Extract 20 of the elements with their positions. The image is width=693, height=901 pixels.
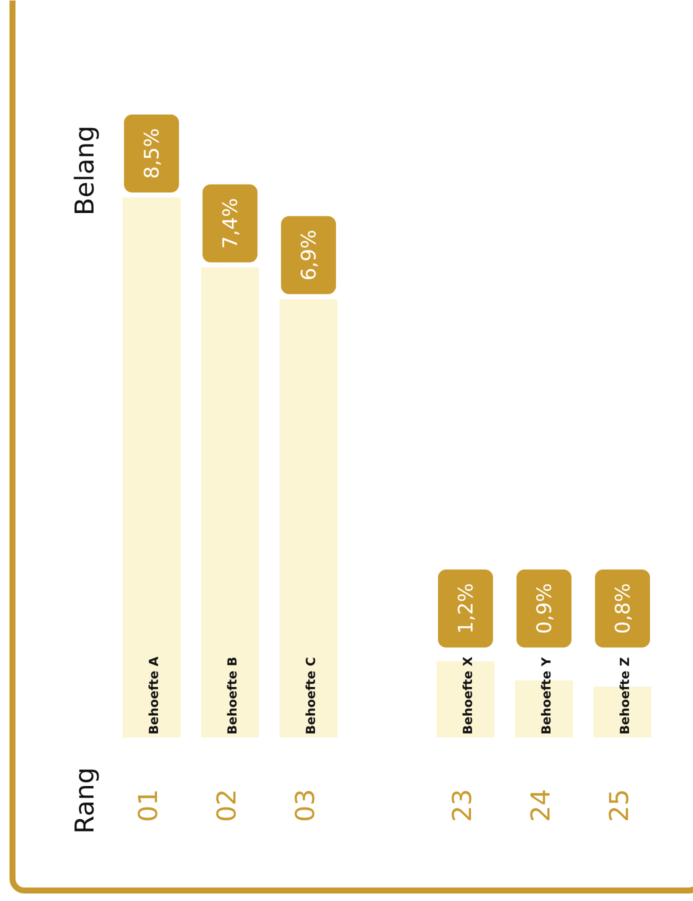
x-tick-label: Behoefte Y — [538, 656, 554, 734]
text: 25 — [605, 788, 635, 822]
data-label: 1,2% — [454, 583, 478, 634]
text: 01 — [134, 788, 164, 822]
x-tick-label: Behoefte B — [224, 656, 240, 734]
data-label: 8,5% — [140, 128, 164, 179]
x-tick-label: Behoefte X — [460, 656, 475, 734]
data-label: 0,9% — [532, 583, 556, 634]
x-tick-label: Behoefte A — [146, 656, 161, 734]
x-tick-label: Behoefte C — [303, 657, 318, 734]
text: 03 — [291, 788, 321, 822]
data-label: 0,8% — [610, 583, 634, 634]
text: 23 — [448, 788, 478, 822]
y-axis-title: Belang — [70, 126, 100, 216]
x-tick-label: Behoefte Z — [617, 657, 632, 734]
data-label: 7,4% — [218, 198, 242, 249]
text: 24 — [526, 788, 556, 822]
text: 02 — [212, 788, 242, 822]
data-label: 6,9% — [296, 230, 320, 281]
text: Rang — [70, 767, 100, 834]
